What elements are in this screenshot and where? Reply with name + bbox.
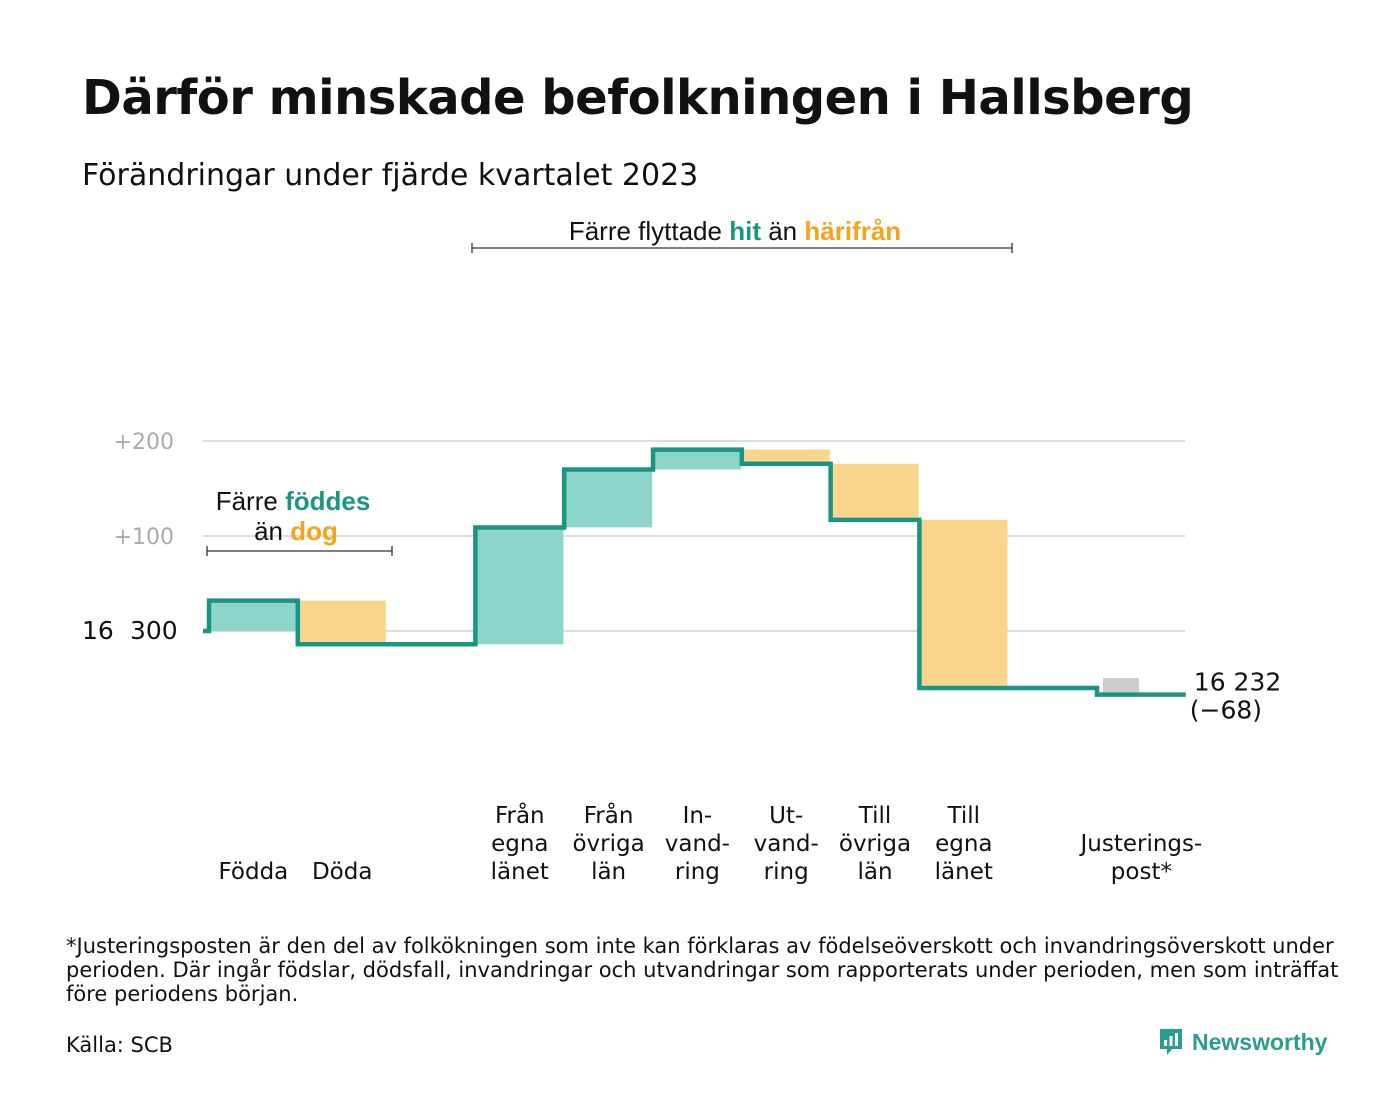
- waterfall-bar: [476, 527, 564, 645]
- brand-name: Newsworthy: [1192, 1028, 1328, 1055]
- category-label: In-: [683, 803, 713, 829]
- chart-subtitle: Förändringar under fjärde kvartalet 2023: [82, 158, 699, 193]
- waterfall-bar: [1103, 678, 1139, 695]
- source-label: Källa: SCB: [66, 1033, 173, 1057]
- category-label: län: [857, 859, 892, 885]
- waterfall-bar: [920, 519, 1008, 688]
- category-label: övriga: [572, 831, 644, 857]
- migration-annotation: Färre flyttade hit än härifrån: [569, 216, 901, 246]
- migration-highlight-out: härifrån: [804, 216, 901, 246]
- y-tick-label: +200: [114, 430, 174, 455]
- cumulative-line: [203, 447, 1186, 697]
- footnote: *Justeringsposten är den del av folkökni…: [66, 934, 1339, 1006]
- waterfall-bar: [654, 449, 741, 470]
- category-label: Döda: [312, 859, 372, 885]
- births-highlight: föddes: [285, 486, 370, 516]
- category-label: Födda: [219, 859, 289, 885]
- label-layer: Födda DödaFrånegnalänetFrånövrigalänIn-va…: [219, 668, 1282, 885]
- births-annotation-line1: Färre föddes: [216, 486, 371, 516]
- annotation-layer: Färre föddes än dog Färre flyttade hit ä…: [206, 216, 1013, 556]
- end-change-label: (−68): [1190, 696, 1262, 725]
- chart-title: Därför minskade befolkningen i Hallsberg: [82, 70, 1194, 126]
- waterfall-bar: [831, 463, 919, 520]
- category-label: ring: [675, 859, 720, 885]
- category-label: länet: [935, 859, 993, 885]
- category-label: övriga: [839, 831, 911, 857]
- end-value-label: 16 232: [1194, 668, 1281, 697]
- newsworthy-logo-icon: [1160, 1029, 1182, 1055]
- category-label: egna: [491, 831, 548, 857]
- bar-layer: [210, 449, 1139, 695]
- category-label: Till: [858, 803, 892, 829]
- migration-annotation-bracket: [471, 243, 1013, 253]
- category-label: Ut-: [769, 803, 803, 829]
- line-layer: [203, 447, 1186, 697]
- waterfall-bar: [742, 449, 830, 464]
- category-label: länet: [491, 859, 549, 885]
- category-label: ring: [764, 859, 809, 885]
- waterfall-bar: [210, 600, 297, 631]
- brand-logo[interactable]: Newsworthy: [1158, 1027, 1327, 1057]
- category-label: vand-: [754, 831, 819, 857]
- category-label: Från: [584, 801, 634, 829]
- category-label: Från: [495, 801, 545, 829]
- start-value-label: 16 300: [82, 616, 178, 645]
- y-tick-label: +100: [114, 525, 174, 550]
- waterfall-bar: [298, 600, 386, 645]
- waterfall-bar: [565, 469, 653, 528]
- category-label: län: [591, 859, 626, 885]
- deaths-highlight: dog: [290, 516, 338, 546]
- category-label: Justerings-: [1078, 831, 1202, 857]
- births-annotation-line2: än dog: [254, 516, 338, 546]
- category-label: vand-: [665, 831, 730, 857]
- grid-layer: +200 +100 16 300: [82, 430, 1185, 645]
- migration-highlight-in: hit: [729, 216, 761, 246]
- births-annotation-bracket: [206, 546, 393, 556]
- category-label: post*: [1111, 859, 1172, 885]
- category-label: egna: [935, 831, 992, 857]
- category-label: Till: [947, 803, 981, 829]
